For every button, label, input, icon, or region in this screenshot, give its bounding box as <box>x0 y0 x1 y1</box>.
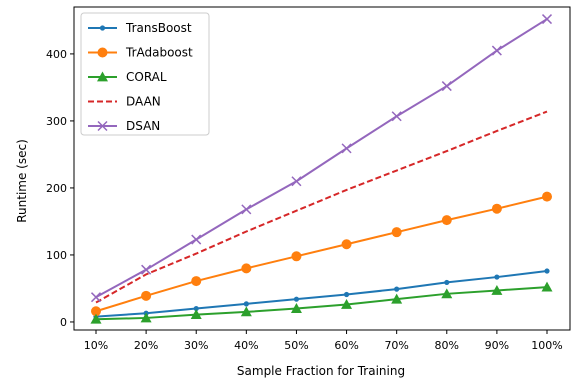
x-tick-label: 60% <box>334 339 358 352</box>
legend-label-daan: DAAN <box>126 95 161 109</box>
data-point-tradaboost <box>542 191 552 202</box>
legend-item-tradaboost: TrAdaboost <box>88 46 193 60</box>
x-marker-stroke <box>191 234 202 245</box>
legend: TransBoost TrAdaboost CORAL DAAN DSAN <box>80 12 210 136</box>
data-point-coral <box>341 299 353 309</box>
x-tick-label: 40% <box>234 339 258 352</box>
x-marker-stroke <box>491 45 502 56</box>
x-tick-label: 30% <box>184 339 208 352</box>
y-tick-label: 300 <box>46 115 67 128</box>
legend-marker-dsan <box>97 120 108 132</box>
data-point-dsan <box>491 45 502 56</box>
data-point-coral <box>541 281 553 292</box>
x-tick-label: 10% <box>84 339 108 352</box>
data-point-transboost <box>544 268 550 274</box>
data-point-tradaboost <box>441 215 452 226</box>
data-point-coral <box>441 288 453 299</box>
data-point-transboost <box>343 291 350 298</box>
series-line-transboost <box>95 270 548 318</box>
data-point-coral <box>140 312 152 323</box>
data-point-transboost <box>243 301 249 307</box>
legend-label-transboost: TransBoost <box>125 21 192 35</box>
data-point-dsan <box>291 176 302 187</box>
series-line-daan <box>95 110 548 304</box>
data-point-coral <box>240 306 252 317</box>
x-marker-stroke <box>97 120 108 132</box>
legend-item-daan: DAAN <box>88 95 161 109</box>
legend-marker-tradaboost <box>97 47 108 58</box>
x-marker-stroke <box>541 14 553 25</box>
data-point-tradaboost <box>191 276 202 287</box>
x-marker-stroke <box>291 176 302 187</box>
data-point-dsan <box>541 14 553 25</box>
x-tick-label: 80% <box>435 339 459 352</box>
series-transboost <box>93 268 550 320</box>
series-line-tradaboost <box>95 195 548 313</box>
data-point-coral <box>90 313 102 324</box>
series-coral <box>90 281 553 324</box>
x-marker-stroke <box>241 204 252 215</box>
data-point-transboost <box>394 286 400 292</box>
y-tick-label: 200 <box>46 182 67 195</box>
data-point-dsan <box>141 264 152 275</box>
legend-item-dsan: DSAN <box>88 119 160 133</box>
series-line-coral <box>95 286 548 321</box>
x-tick-label: 20% <box>134 339 158 352</box>
x-marker-stroke <box>141 264 152 275</box>
legend-label-coral: CORAL <box>126 70 167 84</box>
x-axis-label: Sample Fraction for Training <box>237 364 405 378</box>
legend-box <box>80 12 210 136</box>
data-point-transboost <box>494 274 500 280</box>
data-point-transboost <box>444 279 450 286</box>
x-tick-label: 50% <box>284 339 308 352</box>
legend-label-tradaboost: TrAdaboost <box>125 46 193 60</box>
data-point-transboost <box>193 305 199 312</box>
axis-layer: 10% 20% 30% 40% 50% 60% 70% 80% 90% 100% 0 100 200 30… <box>46 48 563 352</box>
data-point-tradaboost <box>241 263 252 274</box>
data-point-dsan <box>341 143 352 154</box>
legend-label-dsan: DSAN <box>126 119 160 133</box>
y-tick-label: 100 <box>46 249 67 262</box>
data-point-dsan <box>391 111 402 122</box>
data-point-dsan <box>191 234 202 245</box>
data-point-dsan <box>441 81 452 92</box>
series-daan <box>95 110 548 304</box>
data-point-tradaboost <box>291 251 302 262</box>
y-tick-label: 0 <box>60 316 67 329</box>
data-point-coral <box>391 293 403 304</box>
y-tick-label: 400 <box>46 48 67 61</box>
series-dsan <box>90 14 553 303</box>
y-axis-label: Runtime (sec) <box>15 139 29 223</box>
legend-item-coral: CORAL <box>88 70 167 84</box>
data-point-tradaboost <box>91 306 101 317</box>
x-marker-stroke <box>90 292 102 303</box>
x-marker-stroke <box>341 143 352 154</box>
series-tradaboost <box>91 191 552 317</box>
data-point-coral <box>190 309 202 319</box>
data-point-tradaboost <box>391 227 402 238</box>
data-point-tradaboost <box>491 203 502 214</box>
legend-item-transboost: TransBoost <box>88 21 192 35</box>
x-tick-label: 90% <box>485 339 509 352</box>
x-marker-stroke <box>391 111 402 122</box>
series-line-dsan <box>95 18 548 299</box>
data-point-tradaboost <box>141 290 152 301</box>
x-tick-label: 70% <box>384 339 408 352</box>
legend-marker-coral <box>97 71 108 82</box>
data-point-dsan <box>90 292 102 303</box>
data-point-coral <box>491 284 503 295</box>
data-point-tradaboost <box>341 239 352 250</box>
data-point-dsan <box>241 204 252 215</box>
legend-marker-transboost <box>99 25 106 31</box>
plot-border <box>73 6 571 331</box>
data-point-transboost <box>293 296 300 302</box>
data-point-coral <box>290 303 302 313</box>
x-marker-stroke <box>441 81 452 92</box>
plot-frame <box>73 6 571 331</box>
series-layer <box>90 14 553 324</box>
x-tick-label: 100% <box>531 339 562 352</box>
